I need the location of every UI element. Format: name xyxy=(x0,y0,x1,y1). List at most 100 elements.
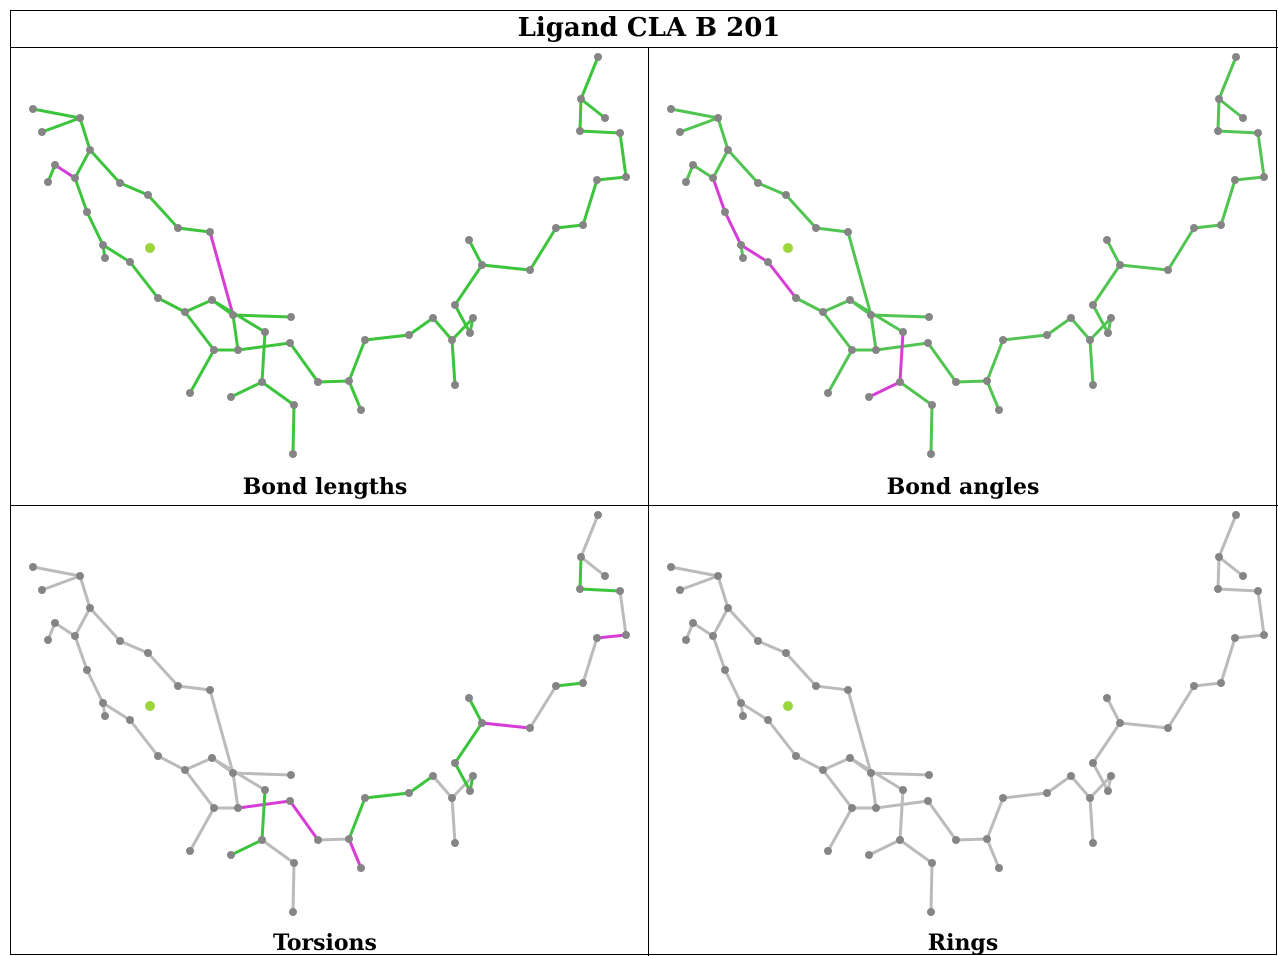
panel-caption: Bond lengths xyxy=(243,474,408,500)
atom xyxy=(689,161,697,169)
atom xyxy=(429,314,437,322)
bond xyxy=(726,606,760,643)
atom xyxy=(739,254,747,262)
atom xyxy=(995,864,1003,872)
bond xyxy=(261,380,295,407)
atom xyxy=(234,804,242,812)
atom xyxy=(1089,759,1097,767)
bond xyxy=(1088,774,1113,800)
bond xyxy=(32,107,81,120)
atom xyxy=(1103,694,1111,702)
atom xyxy=(593,176,601,184)
atom xyxy=(667,105,675,113)
atom xyxy=(676,586,684,594)
atom xyxy=(812,682,820,690)
atom xyxy=(469,314,477,322)
atom xyxy=(1260,631,1268,639)
atom xyxy=(927,908,935,916)
atom xyxy=(737,699,745,707)
bond xyxy=(1219,637,1237,684)
atom xyxy=(724,146,732,154)
atom xyxy=(721,666,729,674)
bond xyxy=(766,261,798,299)
atom xyxy=(38,586,46,594)
bond xyxy=(899,380,933,407)
bond xyxy=(899,838,933,865)
atom xyxy=(616,129,624,137)
bond xyxy=(929,404,934,455)
atom xyxy=(1086,794,1094,802)
bond xyxy=(822,298,851,314)
bond xyxy=(453,304,472,334)
bond xyxy=(232,771,292,777)
bond xyxy=(985,380,1001,411)
atom xyxy=(210,346,218,354)
atom xyxy=(1254,129,1262,137)
atom xyxy=(819,766,827,774)
bond xyxy=(431,775,454,799)
atom xyxy=(154,294,162,302)
atom xyxy=(208,296,216,304)
bond xyxy=(347,838,363,869)
atom xyxy=(846,754,854,762)
atom xyxy=(451,759,459,767)
atom xyxy=(29,105,37,113)
bond xyxy=(740,243,769,264)
atom xyxy=(667,563,675,571)
atom xyxy=(154,752,162,760)
bond xyxy=(41,116,81,134)
bond xyxy=(870,771,930,777)
atom xyxy=(405,331,413,339)
bond xyxy=(1166,227,1196,271)
atom xyxy=(1239,572,1247,580)
bond xyxy=(78,575,92,609)
atom xyxy=(593,634,601,642)
panel-caption: Torsions xyxy=(273,930,377,956)
atom xyxy=(174,224,182,232)
bond xyxy=(579,587,621,593)
atom xyxy=(622,173,630,181)
atom xyxy=(234,346,242,354)
atom xyxy=(51,161,59,169)
atom xyxy=(601,114,609,122)
atom xyxy=(229,311,237,319)
atom xyxy=(116,179,124,187)
atom xyxy=(925,771,933,779)
bond xyxy=(119,181,149,197)
atom xyxy=(899,786,907,794)
ring-center xyxy=(145,243,155,253)
atom xyxy=(1239,114,1247,122)
bond xyxy=(1193,681,1222,688)
bond xyxy=(1088,797,1095,844)
bond xyxy=(211,298,266,334)
atom xyxy=(819,308,827,316)
atom xyxy=(208,754,216,762)
bond xyxy=(868,380,901,399)
atom xyxy=(1217,679,1225,687)
atom xyxy=(1232,511,1240,519)
bond xyxy=(723,669,743,704)
bond xyxy=(450,316,475,342)
atom xyxy=(83,208,91,216)
panel-caption: Rings xyxy=(928,930,998,956)
atom xyxy=(287,771,295,779)
atom xyxy=(1164,724,1172,732)
bond xyxy=(580,97,606,120)
atom xyxy=(1067,314,1075,322)
bond xyxy=(230,380,263,399)
bond xyxy=(347,380,363,411)
ring-center xyxy=(783,701,793,711)
atom xyxy=(478,719,486,727)
bond xyxy=(32,565,81,578)
atom xyxy=(844,686,852,694)
atom xyxy=(1116,261,1124,269)
atom xyxy=(86,604,94,612)
bond xyxy=(408,774,434,795)
bond xyxy=(822,756,851,772)
bond xyxy=(596,175,627,182)
atom xyxy=(676,128,684,136)
bond xyxy=(821,311,854,351)
atom xyxy=(345,377,353,385)
outer-border xyxy=(10,10,1277,955)
atom xyxy=(899,328,907,336)
